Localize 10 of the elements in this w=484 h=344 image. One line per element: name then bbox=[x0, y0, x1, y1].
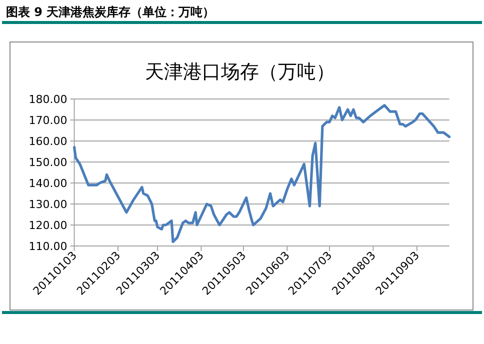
chart-subtitle: 天津港口场存（万吨） bbox=[145, 61, 335, 83]
y-tick-label: 110.00 bbox=[28, 240, 68, 253]
y-tick-label: 120.00 bbox=[28, 219, 68, 232]
y-tick-label: 150.00 bbox=[28, 156, 68, 169]
y-tick-label: 140.00 bbox=[28, 177, 68, 190]
y-tick-label: 180.00 bbox=[28, 93, 68, 106]
y-tick-label: 130.00 bbox=[28, 198, 68, 211]
y-tick-label: 160.00 bbox=[28, 135, 68, 148]
chart-title: 图表 9 天津港焦炭库存（单位：万吨） bbox=[6, 5, 215, 19]
y-tick-label: 170.00 bbox=[28, 114, 68, 127]
